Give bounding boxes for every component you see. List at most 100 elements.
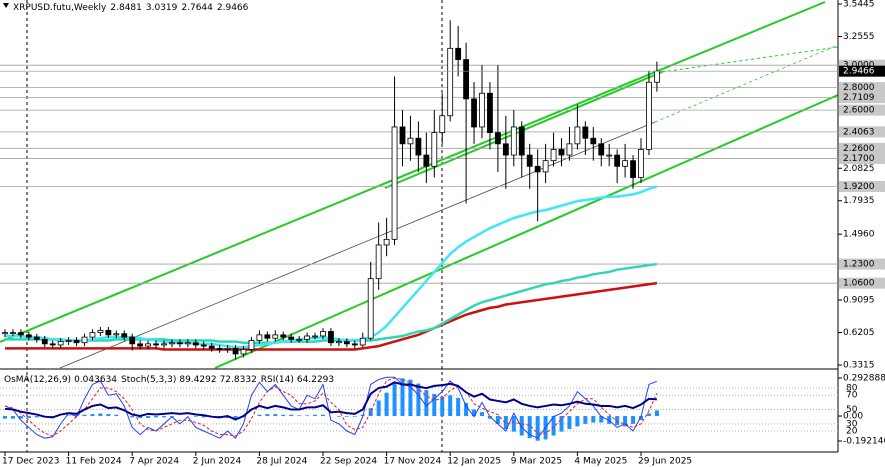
candle-body xyxy=(17,332,24,336)
candle-body xyxy=(192,342,199,346)
oscillator-line xyxy=(4,377,658,437)
candle-body xyxy=(184,342,191,345)
candle-body xyxy=(359,337,366,346)
y2-tick-label: 70 xyxy=(846,391,858,401)
candle-body xyxy=(455,47,462,60)
osma-bar xyxy=(384,392,389,417)
osma-bar xyxy=(265,414,270,417)
osma-bar xyxy=(480,412,484,417)
candle-body xyxy=(630,160,636,178)
osma-bar xyxy=(551,416,556,436)
indicator-name: RSI(14) xyxy=(261,375,294,385)
candle-body xyxy=(550,149,557,162)
osma-bar xyxy=(432,393,437,417)
candle-body xyxy=(161,343,167,346)
osma-bar xyxy=(503,416,508,430)
x-tick-label: 29 Jun 2025 xyxy=(638,457,692,467)
osma-bar xyxy=(623,416,628,427)
trend-line xyxy=(59,121,656,369)
candle-body xyxy=(10,332,16,335)
x-tick-label: 28 Jul 2024 xyxy=(256,457,307,467)
candle-body xyxy=(367,278,374,339)
level-label: 1.2300 xyxy=(843,260,875,270)
osma-bar xyxy=(82,414,87,417)
osma-bar xyxy=(146,416,151,418)
candle-body xyxy=(590,137,597,145)
osma-bar xyxy=(289,414,294,417)
osma-bar xyxy=(575,416,580,427)
candle-body xyxy=(622,160,628,167)
osma-bar xyxy=(273,414,278,417)
osma-bar xyxy=(26,416,31,418)
osma-bar xyxy=(583,416,588,424)
candle-body xyxy=(57,341,64,346)
osma-bar xyxy=(344,416,349,417)
level-label-box xyxy=(839,152,885,164)
candle-body xyxy=(73,340,80,344)
candle-body xyxy=(105,329,112,336)
candle-body xyxy=(614,154,621,167)
osma-bar xyxy=(34,416,39,418)
osma-bar xyxy=(352,416,357,417)
level-label: 2.8000 xyxy=(843,83,875,93)
y2-tick-label: 50 xyxy=(846,405,858,415)
y-tick-label: 3.2555 xyxy=(843,32,875,42)
candle-body xyxy=(654,70,660,83)
osma-bar xyxy=(615,416,620,426)
osma-bar xyxy=(511,416,516,432)
indicator-value: 72.8332 xyxy=(220,375,257,385)
candle-body xyxy=(2,332,8,335)
osma-bar xyxy=(631,416,636,424)
candle-body xyxy=(208,345,215,349)
osma-bar xyxy=(495,416,500,424)
indicator-value: 0.043634 xyxy=(74,375,117,385)
candle-body xyxy=(328,331,334,344)
candle-body xyxy=(304,335,311,340)
indicator-name: Stoch(5,3,3) xyxy=(121,375,176,385)
candle-body xyxy=(502,143,509,156)
candle-body xyxy=(232,347,239,355)
osma-bar xyxy=(10,416,15,419)
candle-body xyxy=(248,340,255,350)
osma-bar xyxy=(154,416,159,418)
candle-body xyxy=(41,338,48,345)
candle-body xyxy=(510,126,517,156)
chart-header: XRPUSD.futu,Weekly 2.8481 3.0319 2.7644 2.94… xyxy=(13,3,249,13)
osma-bar xyxy=(281,414,286,417)
osma-bar xyxy=(114,414,119,417)
osma-bar xyxy=(18,416,23,419)
level-label-box xyxy=(839,92,885,104)
candle-body xyxy=(81,336,88,344)
candle-body xyxy=(272,334,279,339)
level-label-box xyxy=(839,258,885,270)
osma-bar xyxy=(440,396,445,417)
candle-body xyxy=(351,343,358,346)
candle-body xyxy=(169,342,175,345)
osma-bar xyxy=(90,414,95,417)
candle-body xyxy=(296,338,303,341)
osma-bar xyxy=(193,416,198,417)
candle-body xyxy=(65,340,72,342)
osma-bar xyxy=(3,416,7,419)
indicator-header: OsMA(12,26,9) 0.043634 Stoch(5,3,3) 89.4292… xyxy=(4,375,334,385)
level-label: 2.2600 xyxy=(843,144,875,154)
x-tick-label: 2 Jun 2024 xyxy=(193,457,242,467)
candle-body xyxy=(479,92,485,128)
osma-bar xyxy=(559,416,564,432)
candle-body xyxy=(216,347,223,350)
candle-body xyxy=(518,126,525,156)
osma-bar xyxy=(313,414,318,417)
y-tick-label: 1.7935 xyxy=(843,196,875,206)
x-tick-label: 4 May 2025 xyxy=(574,457,627,467)
channel-line xyxy=(214,94,839,369)
osma-bar xyxy=(408,379,413,417)
x-tick-label: 22 Sep 2024 xyxy=(320,457,377,467)
osma-bar xyxy=(599,416,604,423)
y-tick-label: 1.4960 xyxy=(843,230,875,240)
candle-body xyxy=(224,347,231,350)
candle-body xyxy=(431,132,438,167)
osma-bar xyxy=(162,416,166,418)
y2-tick-label: 30 xyxy=(846,419,858,429)
